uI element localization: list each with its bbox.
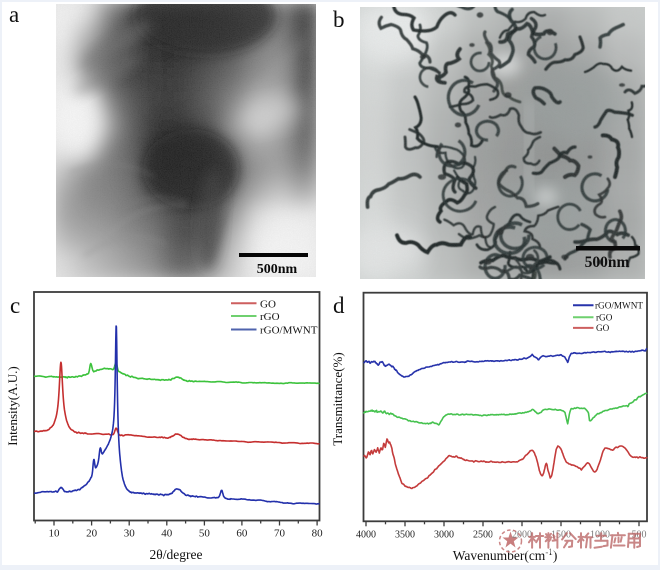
svg-text:20: 20 <box>86 528 98 540</box>
svg-text:30: 30 <box>124 528 136 540</box>
svg-text:80: 80 <box>312 528 324 540</box>
svg-text:3000: 3000 <box>434 530 454 541</box>
svg-text:GO: GO <box>260 298 276 310</box>
svg-text:60: 60 <box>236 528 248 540</box>
svg-text:GO: GO <box>596 323 610 333</box>
svg-text:500nm: 500nm <box>257 262 298 277</box>
svg-text:50: 50 <box>199 528 211 540</box>
svg-text:rGO/MWNT: rGO/MWNT <box>595 300 643 310</box>
svg-text:rGO/MWNT: rGO/MWNT <box>260 325 318 337</box>
svg-text:70: 70 <box>274 528 286 540</box>
svg-text:rGO: rGO <box>260 311 280 323</box>
svg-text:2000: 2000 <box>512 530 532 541</box>
svg-text:40: 40 <box>161 528 173 540</box>
svg-text:2500: 2500 <box>473 530 493 541</box>
svg-text:Transmittance(%): Transmittance(%) <box>330 352 345 445</box>
svg-text:4000: 4000 <box>356 530 376 541</box>
svg-text:500nm: 500nm <box>585 254 630 271</box>
svg-text:Wavenumber(cm-1): Wavenumber(cm-1) <box>453 547 558 563</box>
svg-text:2θ/degree: 2θ/degree <box>150 547 203 562</box>
svg-text:Intensity(A.U.): Intensity(A.U.) <box>5 366 20 445</box>
svg-text:3500: 3500 <box>395 530 415 541</box>
svg-text:10: 10 <box>49 528 61 540</box>
svg-text:rGO: rGO <box>596 313 613 323</box>
svg-text:1500: 1500 <box>551 530 571 541</box>
